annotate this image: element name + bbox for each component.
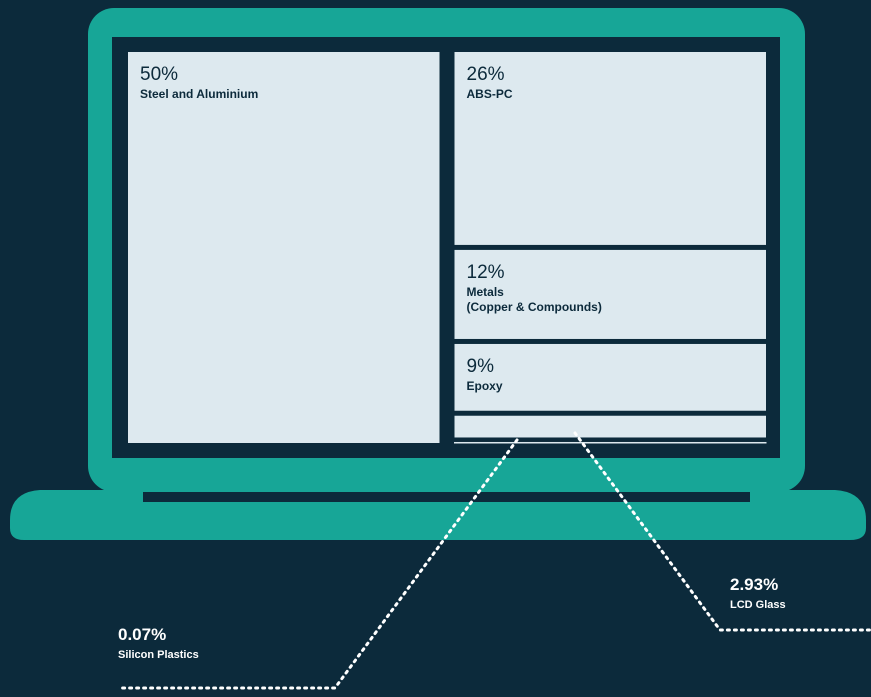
category-label: Epoxy — [467, 379, 503, 393]
value-label: 2.93% — [730, 575, 778, 594]
laptop-base — [10, 490, 866, 540]
treemap-cell — [454, 343, 766, 411]
value-label: 50% — [140, 64, 178, 85]
leader-line — [573, 431, 871, 632]
treemap-cell — [454, 415, 766, 438]
keyboard-slot — [143, 492, 750, 502]
treemap-cell — [454, 52, 766, 245]
category-label: Metals (Copper & Compounds) — [467, 285, 602, 314]
category-label: Steel and Aluminium — [140, 87, 258, 101]
treemap-cell — [454, 441, 767, 444]
leader-line — [118, 438, 519, 690]
value-label: 12% — [467, 262, 505, 283]
treemap-cell — [128, 52, 440, 443]
category-label: LCD Glass — [730, 599, 786, 611]
value-label: 26% — [467, 64, 505, 85]
treemap: 50% Steel and Aluminium 26% ABS-PC 12%Metals… — [118, 52, 786, 661]
treemap-cell — [454, 249, 766, 339]
value-label: 9% — [467, 356, 495, 377]
category-label: ABS-PC — [467, 87, 513, 101]
category-label: Silicon Plastics — [118, 649, 199, 661]
value-label: 0.07% — [118, 625, 166, 644]
